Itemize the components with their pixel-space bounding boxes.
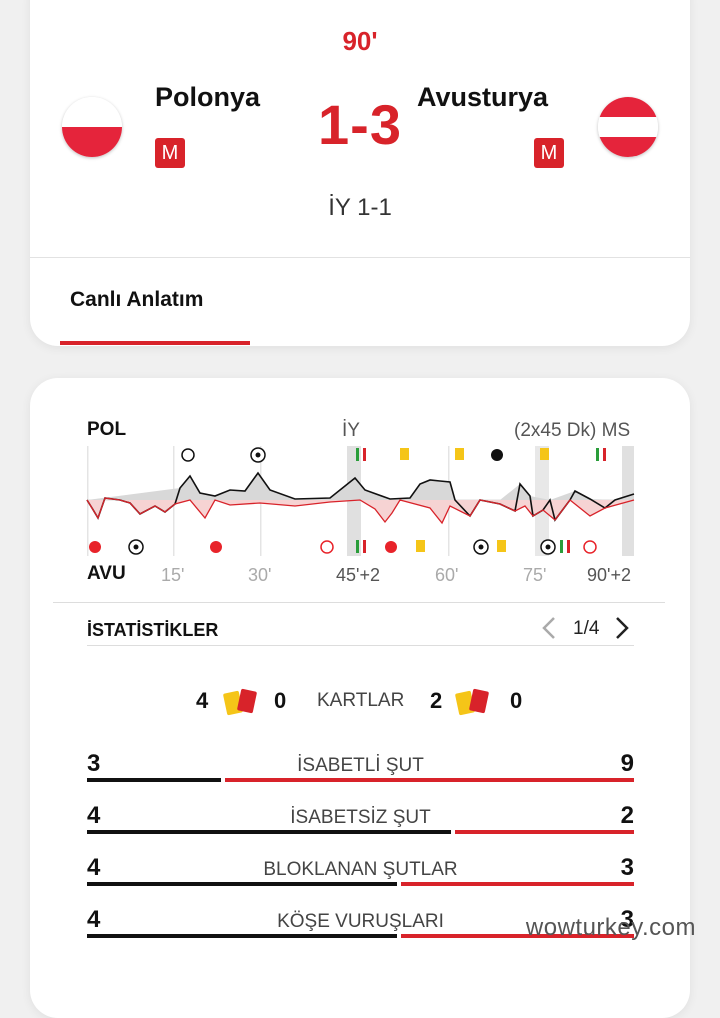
halftime-score: İY 1-1 — [328, 194, 392, 221]
stat-away-value: 3 — [620, 854, 634, 881]
stat-home-bar — [87, 934, 397, 938]
cards-label: KARTLAR — [317, 690, 405, 711]
stat-home-bar — [87, 778, 221, 782]
match-header-card: 90' Polonya M 1-3 Avusturya M İY 1-1 Can… — [30, 0, 690, 346]
watermark-text: wowturkey.com — [525, 914, 696, 941]
stat-label: KÖŞE VURUŞLARI — [277, 911, 444, 932]
stat-away-bar — [225, 778, 634, 782]
chevron-left-icon[interactable] — [540, 616, 558, 639]
stat-home-value: 3 — [87, 750, 101, 777]
timeline-ht-label: İY — [342, 420, 360, 441]
tick-label: 15' — [161, 565, 185, 585]
home-team-name[interactable]: Polonya — [155, 82, 261, 112]
active-tab-indicator — [60, 341, 250, 345]
stat-away-value: 9 — [620, 750, 634, 777]
cards-icon — [223, 688, 257, 716]
stat-home-value: 4 — [87, 906, 101, 933]
cards-icon — [455, 688, 489, 716]
stats-title: İSTATİSTİKLER — [87, 620, 219, 640]
stat-home-value: 4 — [87, 802, 101, 829]
stat-row: 3 İSABETLİ ŞUT 9 — [87, 750, 634, 790]
away-yellow-count: 2 — [430, 688, 443, 713]
tick-label: 45'+2 — [336, 565, 380, 585]
tick-label: 75' — [523, 565, 547, 585]
stat-label: İSABETSİZ ŞUT — [290, 807, 431, 828]
stat-away-bar — [455, 830, 634, 834]
stat-home-bar — [87, 882, 397, 886]
cards-row: 4 0 KARTLAR 2 0 — [30, 688, 690, 720]
stat-home-value: 4 — [87, 854, 101, 881]
stat-row: 4 BLOKLANAN ŞUTLAR 3 — [87, 854, 634, 894]
timeline-ft-label: (2x45 Dk) MS — [514, 420, 631, 441]
stat-home-bar — [87, 830, 451, 834]
stat-away-value: 2 — [620, 802, 634, 829]
home-red-count: 0 — [274, 688, 287, 713]
austria-flag-icon — [598, 97, 658, 157]
timeline-away-code: AVU — [87, 563, 126, 584]
stat-row: 4 KÖŞE VURUŞLARI 3 — [87, 906, 634, 946]
stat-away-bar — [401, 934, 634, 938]
tick-label: 60' — [435, 565, 459, 585]
header-divider — [30, 257, 690, 258]
stats-divider — [87, 645, 634, 646]
timeline-home-code: POL — [87, 419, 127, 440]
tick-label: 90'+2 — [587, 565, 631, 585]
home-team-m-badge: M — [155, 138, 185, 168]
stat-label: İSABETLİ ŞUT — [297, 755, 424, 776]
match-minute: 90' — [342, 26, 378, 56]
away-team-name[interactable]: Avusturya — [417, 82, 549, 112]
stat-row: 4 İSABETSİZ ŞUT 2 — [87, 802, 634, 842]
away-team-m-badge: M — [534, 138, 564, 168]
stats-page-indicator: 1/4 — [573, 618, 600, 639]
stat-away-value: 3 — [620, 906, 634, 933]
tick-label: 30' — [248, 565, 272, 585]
match-stats-card: POL İY (2x45 Dk) MS AVU — [30, 378, 690, 1018]
chevron-right-icon[interactable] — [613, 616, 631, 639]
away-red-count: 0 — [510, 688, 523, 713]
momentum-timeline — [86, 446, 635, 556]
home-yellow-count: 4 — [196, 688, 209, 713]
section-divider — [53, 602, 665, 603]
tab-live-commentary[interactable]: Canlı Anlatım — [70, 288, 204, 311]
match-score: 1-3 — [318, 93, 402, 156]
stat-away-bar — [401, 882, 634, 886]
stat-label: BLOKLANAN ŞUTLAR — [263, 859, 458, 880]
